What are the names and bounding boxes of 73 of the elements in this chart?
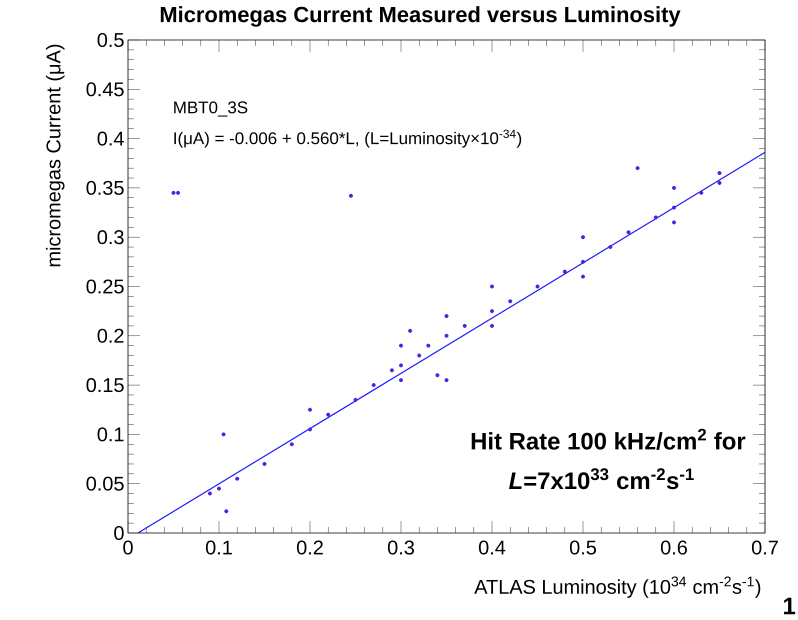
point (235, 476, 240, 481)
point (408, 328, 412, 333)
point (444, 378, 449, 382)
point (626, 230, 631, 234)
x-axis-title: ATLAS Luminosity (10$^{34}$ cm$^{-2}$s$^{-1}$) (474, 576, 760, 598)
x-tick-label: 0.5 (570, 540, 596, 555)
point (562, 270, 567, 274)
point (372, 383, 376, 388)
y-tick-label: 0 (114, 526, 124, 540)
point (444, 314, 449, 318)
annotation: MBT0_3S (174, 101, 248, 117)
y-tick-label: 0.05 (86, 476, 124, 491)
y-tick-label: 0.5 (98, 32, 124, 48)
point (399, 344, 404, 348)
point (718, 171, 722, 176)
x-tick-label: 0.7 (752, 540, 778, 555)
x-tick-label: 0.4 (478, 540, 506, 555)
point (536, 284, 540, 288)
y-tick-label: 0.25 (86, 279, 124, 294)
x-tick-label: 0.3 (388, 540, 414, 555)
point (636, 166, 640, 170)
point (172, 190, 176, 195)
point (490, 309, 494, 314)
y-axis-title: micromegas Current (μA) (46, 44, 64, 266)
point (224, 509, 228, 514)
point (490, 324, 494, 328)
point (208, 492, 212, 496)
point (462, 324, 467, 328)
x-tick-label: 0.2 (296, 540, 323, 555)
point (399, 363, 404, 368)
point (348, 194, 353, 198)
chart-title: Micromegas Current Measured versus Luminosity (160, 6, 681, 27)
point (326, 412, 330, 417)
point (390, 368, 394, 372)
annotation: Hit Rate 100 kHz/cm$^{2}$ for (472, 428, 746, 450)
x-tick-label: 0.6 (660, 540, 687, 555)
y-tick-label: 0.2 (98, 328, 124, 343)
point (672, 206, 676, 210)
point (699, 190, 704, 195)
point (262, 462, 267, 466)
y-tick-label: 0.1 (98, 427, 124, 442)
y-tick-label: 0.15 (86, 378, 124, 392)
point (581, 274, 586, 279)
point (581, 260, 586, 264)
point (435, 373, 440, 378)
text: 1 (784, 598, 796, 614)
y-tick-label: 0.45 (86, 82, 124, 96)
y-tick-label: 0.3 (98, 230, 124, 244)
point (490, 284, 494, 288)
point (308, 408, 312, 412)
annotation: I(μA) = -0.006 + 0.560*L, (L=Luminosity×10$^{-34}$) (174, 130, 522, 148)
point (718, 180, 722, 185)
point (176, 190, 180, 195)
point (672, 220, 676, 224)
point (508, 299, 512, 304)
point (672, 186, 676, 190)
x-tick-label: 0.1 (206, 540, 232, 555)
point (217, 486, 222, 491)
point (426, 344, 430, 348)
point (354, 398, 358, 402)
point (608, 245, 612, 250)
annotation: L=7x10$^{33}$ cm$^{-2}$s$^{-1}$ (509, 468, 694, 490)
x-tick-label: 0 (123, 540, 133, 555)
point (399, 378, 404, 382)
y-tick-label: 0.4 (98, 132, 124, 146)
point (290, 442, 294, 446)
point (444, 334, 449, 338)
y-tick-label: 0.35 (86, 180, 124, 195)
point (581, 235, 586, 240)
point (222, 432, 226, 436)
point (417, 354, 422, 358)
point (308, 427, 312, 432)
point (654, 215, 658, 220)
